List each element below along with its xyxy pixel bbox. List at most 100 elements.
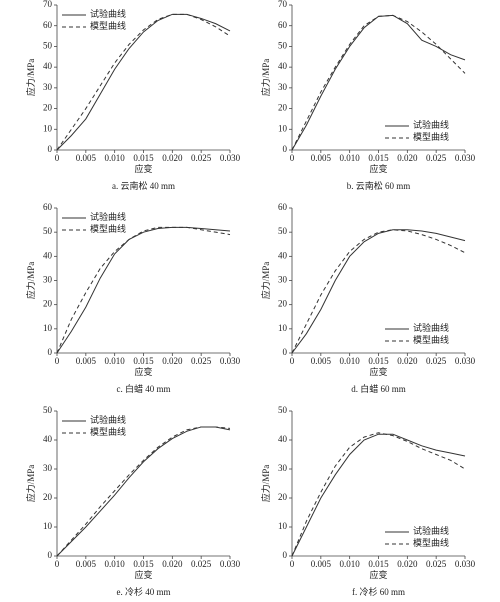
x-tick-label: 0.010 bbox=[340, 559, 361, 569]
x-tick-label: 0.025 bbox=[426, 559, 447, 569]
y-tick-label: 30 bbox=[43, 82, 53, 92]
y-tick-label: 20 bbox=[43, 492, 53, 502]
y-tick-label: 40 bbox=[43, 61, 53, 71]
series-line bbox=[56, 426, 231, 557]
legend-label: 模型曲线 bbox=[413, 131, 449, 142]
x-axis-label: 应变 bbox=[134, 366, 152, 377]
x-axis-label: 应变 bbox=[369, 569, 387, 580]
y-tick-label: 50 bbox=[278, 226, 288, 236]
y-tick-label: 0 bbox=[283, 550, 288, 560]
legend-label: 模型曲线 bbox=[90, 426, 126, 437]
caption: b. 云南松 60 mm bbox=[347, 180, 411, 191]
y-tick-label: 0 bbox=[283, 144, 288, 154]
x-tick-label: 0.005 bbox=[76, 356, 97, 366]
y-tick-label: 10 bbox=[43, 323, 53, 333]
y-tick-label: 30 bbox=[278, 82, 288, 92]
panel: 0 0.005 0.010 0.015 0.020 0.025 0.030 0 10 20 30 40… bbox=[260, 202, 476, 394]
y-tick-label: 30 bbox=[278, 463, 288, 473]
x-tick-label: 0.015 bbox=[368, 153, 389, 163]
x-tick-label: 0 bbox=[55, 559, 60, 569]
caption: d. 白蜡 60 mm bbox=[351, 383, 406, 394]
x-tick-label: 0.005 bbox=[311, 153, 332, 163]
y-tick-label: 70 bbox=[278, 0, 288, 9]
y-tick-label: 40 bbox=[278, 61, 288, 71]
y-tick-label: 70 bbox=[43, 0, 53, 9]
x-axis-label: 应变 bbox=[134, 569, 152, 580]
x-tick-label: 0.030 bbox=[220, 153, 241, 163]
panel: 0 0.005 0.010 0.015 0.020 0.025 0.030 0 10 20 30 40… bbox=[25, 405, 241, 597]
y-tick-label: 20 bbox=[278, 103, 288, 113]
x-tick-label: 0.020 bbox=[397, 559, 418, 569]
x-tick-label: 0.030 bbox=[455, 356, 476, 366]
x-tick-label: 0.005 bbox=[311, 356, 332, 366]
x-tick-label: 0.005 bbox=[76, 559, 97, 569]
x-tick-label: 0.020 bbox=[162, 356, 183, 366]
y-tick-label: 10 bbox=[278, 521, 288, 531]
y-axis-label: 应力/MPa bbox=[260, 59, 271, 97]
series-line bbox=[56, 13, 231, 151]
legend-label: 试验曲线 bbox=[413, 525, 449, 536]
x-tick-label: 0.010 bbox=[340, 153, 361, 163]
x-tick-label: 0.020 bbox=[397, 153, 418, 163]
y-tick-label: 30 bbox=[278, 275, 288, 285]
x-tick-label: 0.020 bbox=[397, 356, 418, 366]
series-line bbox=[56, 13, 231, 151]
y-tick-label: 60 bbox=[43, 20, 53, 30]
series-line bbox=[56, 226, 231, 354]
y-tick-label: 40 bbox=[278, 434, 288, 444]
y-tick-label: 30 bbox=[43, 275, 53, 285]
y-tick-label: 20 bbox=[278, 299, 288, 309]
panel: 0 0.005 0.010 0.015 0.020 0.025 0.030 0 10 20 30 40… bbox=[260, 405, 476, 597]
x-tick-label: 0.015 bbox=[133, 356, 154, 366]
y-tick-label: 0 bbox=[283, 347, 288, 357]
series-line bbox=[56, 426, 231, 557]
series-line bbox=[291, 14, 466, 151]
panel: 0 0.005 0.010 0.015 0.020 0.025 0.030 0 10 20 30 40… bbox=[260, 0, 476, 191]
y-tick-label: 40 bbox=[43, 250, 53, 260]
y-tick-label: 60 bbox=[43, 202, 53, 212]
legend-label: 试验曲线 bbox=[413, 322, 449, 333]
legend-label: 模型曲线 bbox=[90, 20, 126, 31]
y-tick-label: 20 bbox=[43, 103, 53, 113]
y-tick-label: 50 bbox=[43, 40, 53, 50]
legend-label: 模型曲线 bbox=[413, 537, 449, 548]
series-line bbox=[291, 229, 466, 354]
y-axis-label: 应力/MPa bbox=[25, 465, 36, 503]
caption: f. 冷杉 60 mm bbox=[352, 586, 405, 597]
y-tick-label: 60 bbox=[278, 20, 288, 30]
x-tick-label: 0.010 bbox=[105, 559, 126, 569]
x-tick-label: 0.025 bbox=[191, 559, 212, 569]
x-tick-label: 0.020 bbox=[162, 559, 183, 569]
series-line bbox=[56, 226, 231, 354]
y-tick-label: 0 bbox=[48, 347, 53, 357]
x-tick-label: 0.025 bbox=[426, 153, 447, 163]
x-tick-label: 0.005 bbox=[311, 559, 332, 569]
x-tick-label: 0.025 bbox=[191, 356, 212, 366]
series-line bbox=[291, 229, 466, 354]
x-tick-label: 0.005 bbox=[76, 153, 97, 163]
y-tick-label: 50 bbox=[278, 405, 288, 415]
x-tick-label: 0.010 bbox=[105, 153, 126, 163]
x-tick-label: 0.030 bbox=[220, 356, 241, 366]
x-tick-label: 0.015 bbox=[368, 559, 389, 569]
legend-label: 模型曲线 bbox=[413, 334, 449, 345]
series-line bbox=[291, 433, 466, 557]
y-axis-label: 应力/MPa bbox=[25, 59, 36, 97]
x-tick-label: 0 bbox=[290, 153, 295, 163]
y-axis-label: 应力/MPa bbox=[25, 262, 36, 300]
y-tick-label: 0 bbox=[48, 144, 53, 154]
x-tick-label: 0 bbox=[55, 153, 60, 163]
x-axis-label: 应变 bbox=[369, 163, 387, 174]
legend-label: 试验曲线 bbox=[90, 211, 126, 222]
x-tick-label: 0.020 bbox=[162, 153, 183, 163]
x-tick-label: 0 bbox=[290, 559, 295, 569]
x-tick-label: 0.025 bbox=[191, 153, 212, 163]
caption: e. 冷杉 40 mm bbox=[117, 586, 171, 597]
y-axis-label: 应力/MPa bbox=[260, 465, 271, 503]
panel: 0 0.005 0.010 0.015 0.020 0.025 0.030 0 10 20 30 40… bbox=[25, 202, 241, 394]
x-tick-label: 0.015 bbox=[368, 356, 389, 366]
y-tick-label: 60 bbox=[278, 202, 288, 212]
panel: 0 0.005 0.010 0.015 0.020 0.025 0.030 0 10 20 30 40… bbox=[25, 0, 241, 191]
